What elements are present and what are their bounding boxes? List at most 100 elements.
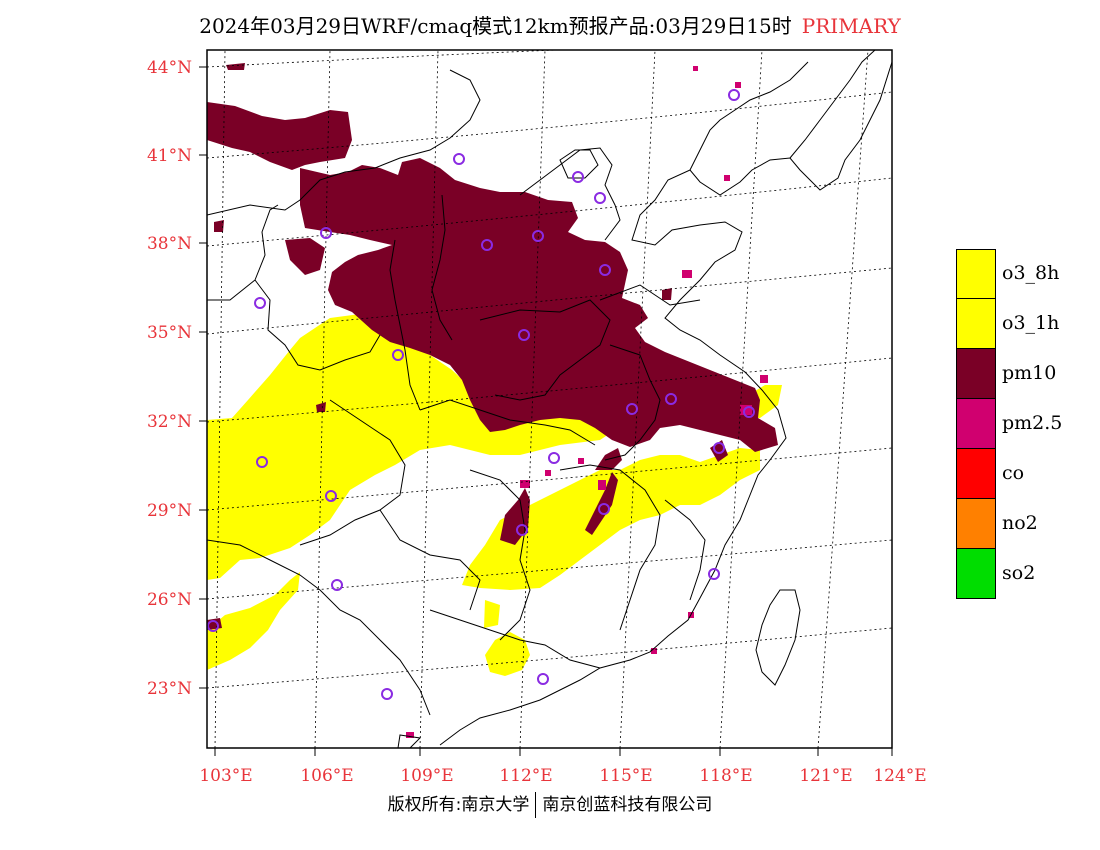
- boundary-northeast: [789, 50, 876, 159]
- legend-label: pm2.5: [1002, 412, 1063, 434]
- city-marker: [572, 171, 584, 183]
- legend-label: o3_1h: [1002, 312, 1060, 334]
- city-marker: [599, 264, 611, 276]
- boundary-anhui: [604, 344, 661, 461]
- lon-label-124: 124°E: [873, 766, 926, 786]
- latitude-labels: 44°N 41°N 38°N 35°N 32°N 29°N 26°N 23°N: [147, 58, 192, 699]
- pm10-area-west-patch: [214, 220, 224, 232]
- pm10-area-northwest: [207, 102, 352, 170]
- lat-line-44: [207, 50, 566, 68]
- city-marker: [537, 673, 549, 685]
- pm10-area-hunan-strip: [500, 488, 530, 545]
- boundary-shaanxi: [389, 239, 421, 411]
- hainan: [397, 734, 422, 748]
- legend-swatch: [956, 549, 996, 599]
- footer-separator: [535, 792, 537, 818]
- city-marker: [207, 620, 219, 632]
- pm25-patch: [578, 458, 584, 464]
- city-marker: [453, 153, 465, 165]
- legend-swatch: [956, 249, 996, 299]
- pm25-patch: [406, 732, 414, 738]
- lat-line-32: [207, 357, 892, 423]
- boundary-hubei: [419, 399, 596, 446]
- lon-line-121: [817, 50, 869, 748]
- lon-line-115: [619, 50, 656, 748]
- city-marker: [665, 393, 677, 405]
- boundary-tibet-qinghai: [207, 204, 279, 301]
- city-marker: [320, 227, 332, 239]
- o3-area-yunnan: [207, 572, 300, 670]
- boundary-shandong-anhui: [599, 284, 701, 306]
- lat-label-23: 23°N: [147, 679, 192, 699]
- lat-label-35: 35°N: [147, 323, 192, 343]
- boundary-hunan: [469, 469, 531, 641]
- map-layers: [207, 50, 892, 748]
- city-marker: [548, 452, 560, 464]
- city-marker: [325, 490, 337, 502]
- lon-label-103: 103°E: [199, 766, 252, 786]
- city-marker: [256, 456, 268, 468]
- axis-ticks: [199, 66, 893, 756]
- lon-label-106: 106°E: [300, 766, 353, 786]
- legend-label: pm10: [1002, 362, 1057, 384]
- boundary-hebei: [519, 147, 621, 241]
- legend-swatch: [956, 399, 996, 449]
- pm25-patch: [520, 480, 530, 488]
- pm10-area-sichuan-patch: [316, 402, 326, 412]
- lat-line-41: [207, 91, 892, 159]
- pm25-patch: [598, 480, 606, 490]
- boundary-liaoning: [689, 61, 809, 171]
- lat-label-26: 26°N: [147, 590, 192, 610]
- coastline: [439, 61, 892, 746]
- o3-pollution-areas: [207, 314, 782, 676]
- boundary-beijing: [559, 149, 599, 179]
- lat-line-38: [207, 177, 892, 247]
- map-frame: [206, 49, 893, 749]
- pm25-patch: [735, 82, 741, 88]
- lon-line-109: [419, 50, 439, 748]
- legend-swatch: [956, 299, 996, 349]
- pm25-patch: [760, 375, 768, 383]
- legend-label: no2: [1002, 512, 1038, 534]
- boundary-inner-mongolia: [207, 69, 481, 216]
- lat-line-35: [207, 267, 892, 335]
- pm10-area-shandong-patch: [662, 288, 672, 300]
- lat-line-29: [207, 447, 892, 511]
- pm25-patch: [651, 648, 657, 654]
- primary-tag: PRIMARY: [801, 14, 901, 38]
- pm10-area-hebei-patch: [330, 203, 338, 214]
- title-text: 2024年03月29日WRF/cmaq模式12km预报产品:03月29日15时: [199, 14, 792, 38]
- lon-line-103: [214, 50, 226, 748]
- lon-label-112: 112°E: [499, 766, 552, 786]
- city-marker: [381, 688, 393, 700]
- pm25-patch: [682, 270, 692, 278]
- pm25-patch: [740, 405, 752, 415]
- boundary-zhejiang-fujian: [664, 499, 706, 601]
- boundaries: [207, 50, 892, 748]
- lon-label-109: 109°E: [400, 766, 453, 786]
- boundary-sichuan-chongqing: [299, 399, 406, 546]
- city-marker: [532, 230, 544, 242]
- pm10-area-north-patch: [226, 63, 245, 70]
- boundary-henan: [479, 299, 611, 401]
- legend-label: so2: [1002, 562, 1036, 584]
- pm25-patch: [724, 175, 730, 181]
- taiwan: [755, 589, 801, 686]
- city-marker: [331, 579, 343, 591]
- o3-area-hunan: [462, 448, 760, 590]
- legend-label: o3_8h: [1002, 262, 1060, 284]
- lon-line-118: [719, 50, 763, 748]
- lat-label-44: 44°N: [147, 58, 192, 78]
- boundary-guangxi-guangdong: [429, 609, 601, 669]
- city-marker: [598, 503, 610, 515]
- city-markers: [207, 89, 755, 700]
- map-figure: 44°N 41°N 38°N 35°N 32°N 29°N 26°N 23°N …: [147, 49, 927, 786]
- boundary-shanxi: [431, 194, 453, 341]
- map-title: 2024年03月29日WRF/cmaq模式12km预报产品:03月29日15时 P…: [0, 10, 1100, 39]
- legend-swatch: [956, 449, 996, 499]
- lat-line-23: [207, 627, 892, 689]
- boundary-gansu: [254, 279, 381, 371]
- pm25-patch: [545, 470, 551, 476]
- lat-label-32: 32°N: [147, 412, 192, 432]
- legend-swatch: [956, 499, 996, 549]
